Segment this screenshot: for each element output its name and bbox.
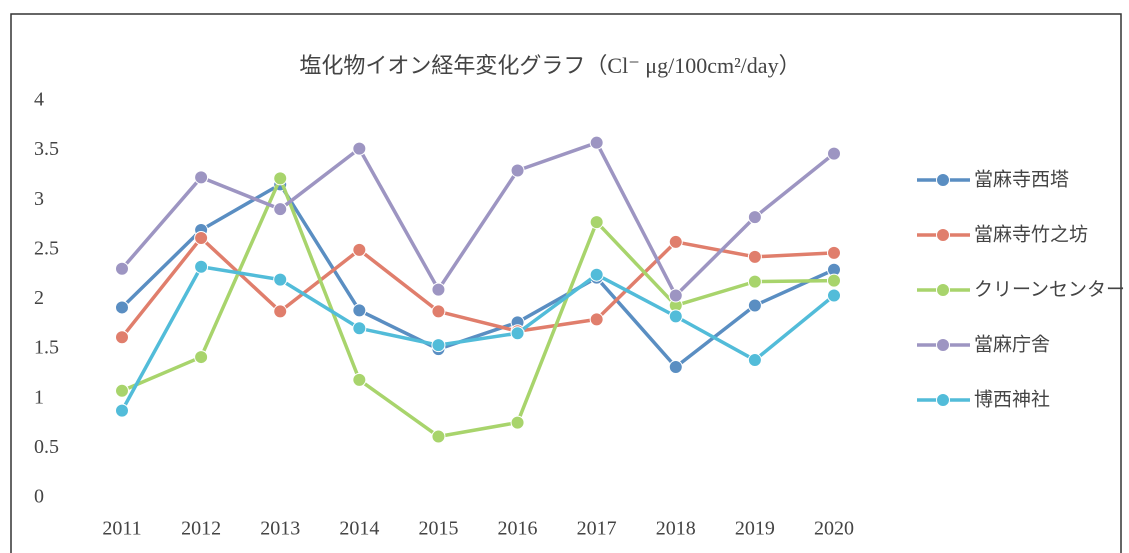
data-point <box>747 353 762 368</box>
legend-label: 當麻寺竹之坊 <box>974 224 1088 246</box>
legend-marker <box>936 228 950 242</box>
data-point <box>589 312 604 327</box>
x-tick-label: 2016 <box>498 518 538 540</box>
legend-marker <box>936 393 950 407</box>
data-point <box>273 171 288 186</box>
y-tick-label: 2.5 <box>34 237 59 259</box>
legend-label: クリーンセンター <box>974 279 1125 301</box>
data-point <box>589 135 604 150</box>
y-tick-label: 2 <box>34 287 44 309</box>
chart-frame <box>10 13 1122 553</box>
data-point <box>352 321 367 336</box>
series-line <box>121 176 835 439</box>
legend-marker <box>936 173 950 187</box>
data-point <box>668 359 683 374</box>
chart-title: 塩化物イオン経年変化グラフ（Cl⁻ μg/100cm²/day） <box>299 53 800 78</box>
data-point <box>352 372 367 387</box>
data-point <box>827 273 841 288</box>
data-point <box>194 259 209 274</box>
x-tick-label: 2011 <box>102 518 141 540</box>
series-line <box>120 140 836 298</box>
x-tick-label: 2012 <box>181 518 221 540</box>
data-point <box>273 272 288 287</box>
data-point <box>431 304 446 319</box>
y-tick-label: 1 <box>34 386 44 408</box>
y-tick-label: 3.5 <box>34 138 59 160</box>
series-line <box>120 264 836 412</box>
data-point <box>431 338 446 353</box>
x-tick-label: 2019 <box>735 518 775 540</box>
x-tick-label: 2013 <box>260 518 300 540</box>
legend-label: 當麻庁舎 <box>974 334 1050 356</box>
data-point <box>747 249 762 264</box>
data-point <box>115 383 129 398</box>
data-point <box>510 326 525 341</box>
data-point <box>668 309 683 324</box>
data-point <box>589 267 604 282</box>
legend-marker <box>936 338 950 352</box>
x-tick-label: 2017 <box>577 518 617 540</box>
data-point <box>431 429 446 444</box>
legend-label: 博西神社 <box>974 389 1050 411</box>
data-point <box>510 163 525 178</box>
data-point <box>194 350 209 365</box>
legend-label: 當麻寺西塔 <box>974 169 1069 191</box>
data-point <box>431 282 446 297</box>
y-tick-label: 0.5 <box>34 436 59 458</box>
data-point <box>827 245 841 260</box>
data-point <box>747 274 762 289</box>
y-tick-label: 3 <box>34 188 44 210</box>
data-point <box>668 288 683 303</box>
data-point <box>352 242 367 257</box>
y-tick-label: 0 <box>34 486 44 508</box>
legend-marker <box>936 283 950 297</box>
data-point <box>115 300 129 315</box>
y-tick-label: 1.5 <box>34 337 59 359</box>
x-tick-label: 2018 <box>656 518 696 540</box>
data-point <box>589 215 604 230</box>
data-point <box>747 210 762 225</box>
data-point <box>273 304 288 319</box>
x-tick-label: 2015 <box>418 518 458 540</box>
data-point <box>352 141 367 156</box>
data-point <box>273 202 288 217</box>
data-point <box>194 230 209 245</box>
x-tick-label: 2020 <box>814 518 854 540</box>
data-point <box>194 170 209 185</box>
data-point <box>827 146 841 161</box>
data-point <box>115 330 129 345</box>
data-point <box>115 261 129 276</box>
data-point <box>510 415 525 430</box>
data-point <box>747 298 762 313</box>
data-point <box>827 288 841 303</box>
x-tick-label: 2014 <box>339 518 379 540</box>
series-line <box>120 236 835 339</box>
data-point <box>115 403 129 418</box>
y-tick-label: 4 <box>34 89 44 111</box>
data-point <box>352 303 367 318</box>
data-point <box>668 234 683 249</box>
